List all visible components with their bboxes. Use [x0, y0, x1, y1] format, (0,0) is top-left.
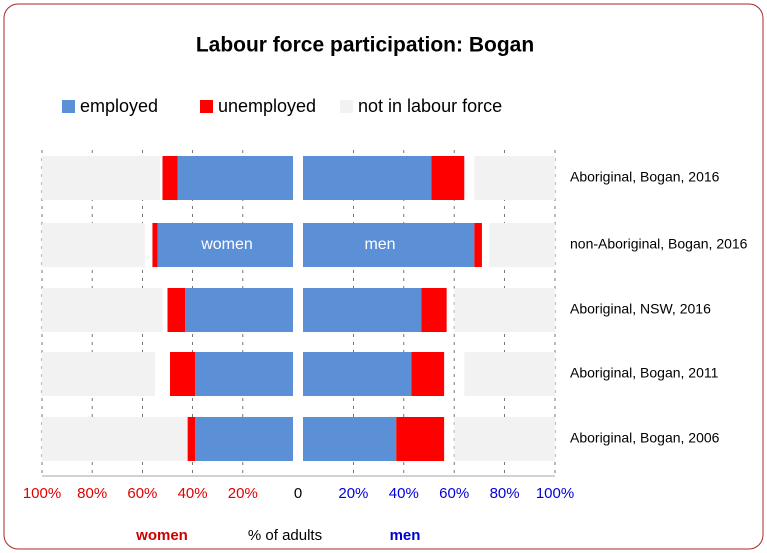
bar	[195, 352, 293, 396]
bar	[454, 417, 555, 461]
bar	[42, 352, 155, 396]
bar	[396, 417, 445, 461]
x-axis-label: % of adults	[248, 527, 322, 544]
bar	[42, 223, 145, 267]
chart-border	[3, 3, 764, 550]
category-label: Aboriginal, Bogan, 2016	[570, 169, 720, 185]
x-tick-label: 100%	[23, 485, 61, 502]
bar	[411, 352, 445, 396]
category-label: Aboriginal, Bogan, 2011	[570, 365, 719, 381]
bar	[167, 288, 186, 332]
x-tick-label: 60%	[439, 485, 469, 502]
bar	[42, 288, 163, 332]
bar	[464, 352, 555, 396]
bar	[474, 156, 555, 200]
bar	[421, 288, 447, 332]
legend-label: not in labour force	[358, 96, 502, 116]
bar	[431, 156, 465, 200]
x-tick-label: 100%	[536, 485, 574, 502]
category-label: Aboriginal, NSW, 2016	[570, 301, 711, 317]
legend-label: unemployed	[218, 96, 316, 116]
bar	[303, 417, 397, 461]
bar	[303, 288, 422, 332]
legend-label: employed	[80, 96, 158, 116]
legend-swatch	[62, 100, 75, 113]
bar	[303, 352, 412, 396]
bar	[177, 156, 293, 200]
x-tick-label: 40%	[178, 485, 208, 502]
bar	[303, 156, 432, 200]
x-axis-label: men	[390, 527, 421, 544]
bar	[303, 223, 475, 267]
annotation: women	[200, 236, 253, 253]
x-tick-label: 0	[294, 485, 302, 502]
bar	[157, 223, 293, 267]
chart-title: Labour force participation: Bogan	[196, 34, 534, 57]
x-tick-label: 80%	[77, 485, 107, 502]
bar	[170, 352, 196, 396]
bar	[42, 417, 188, 461]
x-axis-label: women	[135, 527, 188, 544]
bar	[489, 223, 555, 267]
x-tick-label: 20%	[228, 485, 258, 502]
legend-swatch	[340, 100, 353, 113]
bar	[454, 288, 555, 332]
x-tick-label: 20%	[338, 485, 368, 502]
x-tick-label: 80%	[490, 485, 520, 502]
category-label: Aboriginal, Bogan, 2006	[570, 430, 720, 446]
legend-swatch	[200, 100, 213, 113]
category-label: non-Aboriginal, Bogan, 2016	[570, 236, 748, 252]
bar	[162, 156, 178, 200]
annotation: men	[364, 236, 395, 253]
bar	[152, 223, 158, 267]
x-tick-label: 40%	[389, 485, 419, 502]
bar	[185, 288, 293, 332]
bar	[42, 156, 160, 200]
bar	[474, 223, 482, 267]
bar	[187, 417, 196, 461]
bar	[195, 417, 293, 461]
x-tick-label: 60%	[127, 485, 157, 502]
